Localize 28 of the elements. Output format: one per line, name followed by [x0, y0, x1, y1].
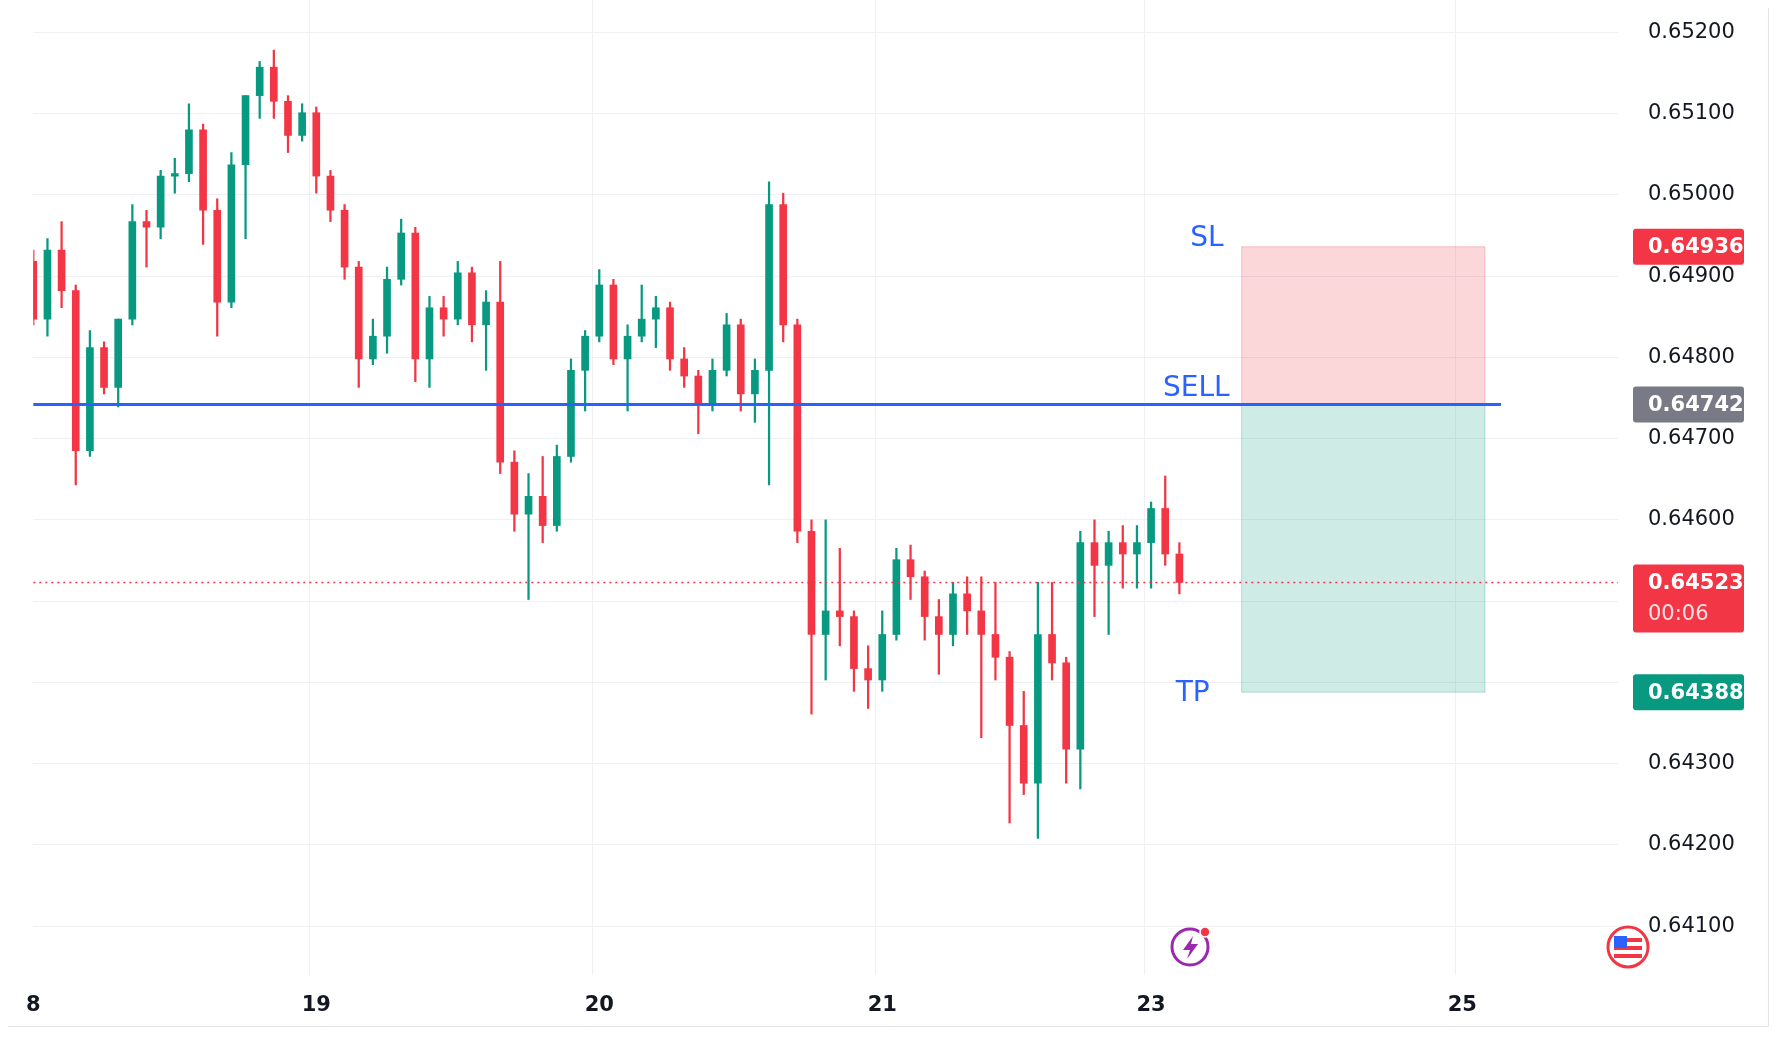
candlestick [439, 296, 448, 337]
x-tick-label: 19 [301, 992, 331, 1017]
y-tick-label: 0.64100 [1648, 912, 1735, 937]
y-tick-label: 0.64200 [1648, 831, 1735, 856]
candlestick [623, 324, 632, 412]
candlestick [142, 209, 151, 268]
y-tick-label: 0.64700 [1648, 425, 1735, 450]
y-tick-label: 0.64900 [1648, 262, 1735, 287]
text: 00:06 [1648, 600, 1709, 625]
candlestick [524, 473, 533, 600]
text: 0.64388 [1648, 679, 1744, 704]
y-tick-label: 0.64800 [1648, 343, 1735, 368]
x-tick-label: 8 [25, 992, 41, 1017]
text: 0.64936 [1648, 234, 1744, 259]
y-tick-label: 0.64300 [1648, 750, 1735, 775]
x-tick-label: 23 [1136, 992, 1166, 1017]
x-tick-label: 20 [584, 992, 614, 1017]
band-label: SL [1190, 220, 1225, 254]
y-tick-label: 0.65000 [1648, 181, 1735, 206]
text: 0.64523 [1648, 569, 1744, 594]
band-label: TP [1174, 675, 1210, 709]
ref-line-label: SELL [1162, 369, 1231, 403]
x-tick-label: 25 [1447, 992, 1477, 1017]
text: 0.64742 [1648, 391, 1744, 416]
y-tick-label: 0.64600 [1648, 506, 1735, 531]
y-tick-label: 0.65100 [1648, 99, 1735, 124]
x-tick-label: 21 [867, 992, 897, 1017]
y-tick-label: 0.65200 [1648, 18, 1735, 43]
